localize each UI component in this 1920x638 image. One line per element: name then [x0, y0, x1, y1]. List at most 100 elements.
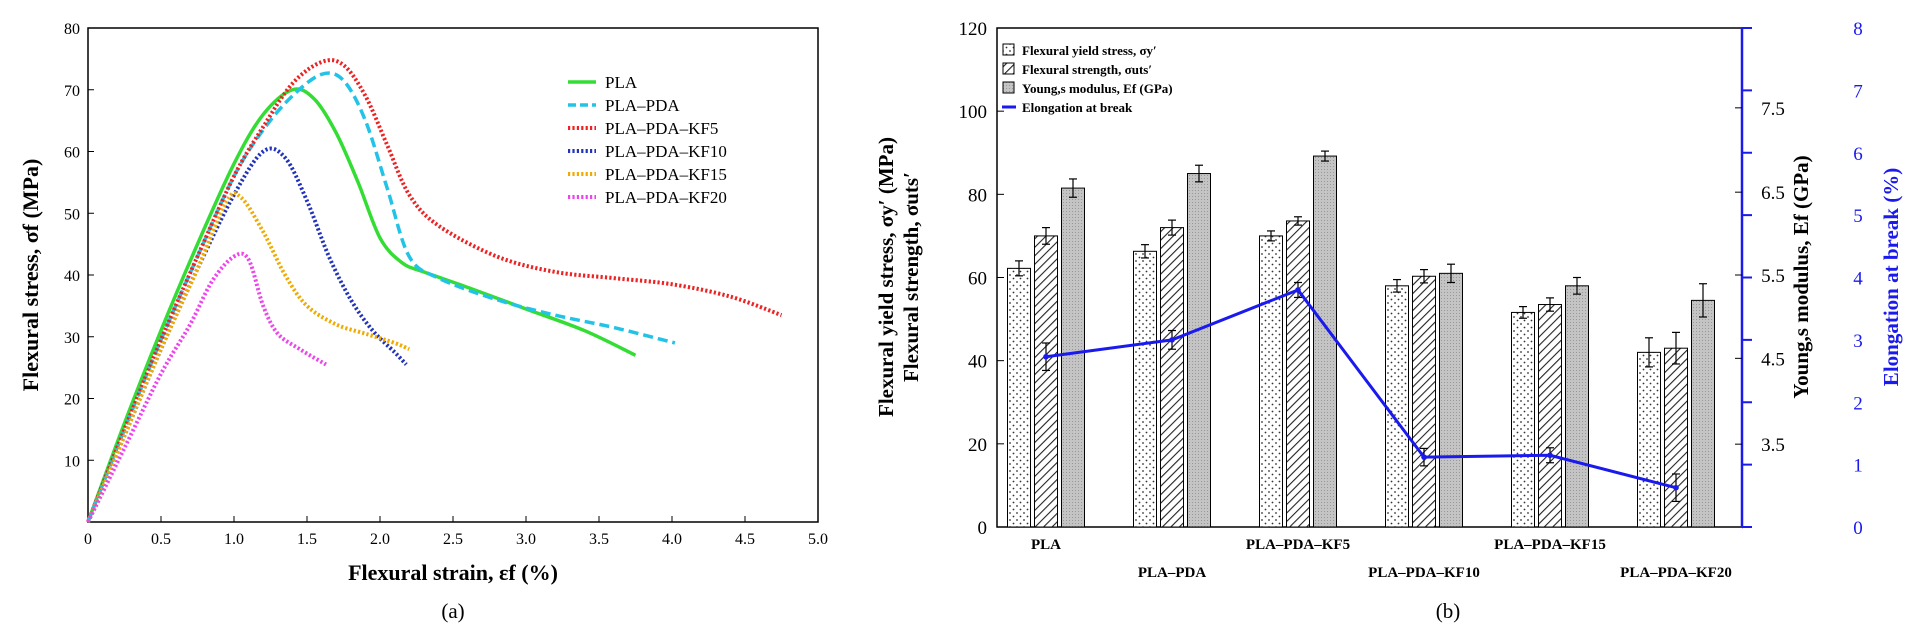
b-elongation-polyline: [1045, 288, 1677, 490]
b-right1-tick-label: 4.5: [1761, 349, 1785, 370]
b-bar-s2-c3: [1439, 272, 1463, 528]
a-series-lines: [86, 58, 783, 523]
b-bar-s2-c4: [1565, 285, 1589, 528]
a-x-axis-label: Flexural strain, εf (%): [348, 560, 558, 585]
a-x-tick-label: 1.0: [224, 531, 244, 548]
b-left-tick-label: 0: [978, 518, 988, 539]
b-bar-s2-c0: [1061, 187, 1085, 528]
a-legend: PLA PLA–PDA PLA–PDA–KF5 PLA–PDA–KF10 PLA–PDA…: [568, 73, 727, 207]
a-series-line-2: [86, 58, 783, 523]
a-y-tick-label: 70: [64, 83, 80, 100]
b-bar-s0-c3: [1385, 285, 1409, 528]
b-legend-swatch-1: [1002, 62, 1015, 75]
b-category-label-1: PLA–PDA: [1138, 565, 1206, 581]
b-right2-tick-label: 1: [1853, 456, 1863, 477]
b-legend-label-2: Young,s modulus, Ef (GPa): [1022, 81, 1173, 96]
a-legend-label-5: PLA–PDA–KF20: [605, 188, 727, 207]
b-elongation-point: [1169, 337, 1175, 343]
b-bar-s2-c5: [1691, 299, 1715, 528]
b-left-tick-label: 20: [968, 435, 987, 456]
b-panel-label: (b): [1436, 599, 1461, 623]
a-legend-label-3: PLA–PDA–KF10: [605, 142, 727, 161]
a-y-axis-label: Flexural stress, σf (MPa): [18, 159, 43, 392]
b-bar-s0-c2: [1259, 235, 1283, 528]
b-right1-tick-label: 7.5: [1761, 99, 1785, 120]
a-legend-label-2: PLA–PDA–KF5: [605, 119, 718, 138]
a-x-tick-label: 0: [84, 531, 92, 548]
a-x-tick-label: 4.5: [735, 531, 755, 548]
a-x-tick-label: 4.0: [662, 531, 682, 548]
plot-a-frame: [87, 27, 819, 523]
b-elongation-point: [1421, 454, 1427, 460]
b-bar-s1-c1: [1160, 227, 1184, 528]
b-right1-tick-label: 5.5: [1761, 266, 1785, 287]
b-category-label-0: PLA: [1031, 537, 1061, 553]
a-y-tick-label: 20: [64, 392, 80, 409]
b-right2-tick-label: 0: [1853, 518, 1863, 539]
b-left-tick-label: 80: [968, 185, 987, 206]
b-left-y-label-1: Flexural yield stress, σy′ (MPa): [874, 137, 898, 417]
b-bar-s2-c2: [1313, 155, 1337, 528]
b-legend-label-1: Flexural strength, σuts′: [1022, 62, 1152, 77]
a-series-line-4: [86, 191, 411, 523]
b-left-tick-label: 40: [968, 352, 987, 373]
a-y-tick-label: 50: [64, 206, 80, 223]
b-bar-s0-c5: [1637, 351, 1661, 528]
a-x-ticks: 0 0.5 1.0 1.5 2.0 2.5 3.0 3.5 4.0 4.5 5.0: [84, 516, 828, 548]
b-right2-tick-label: 2: [1853, 393, 1863, 414]
a-legend-label-1: PLA–PDA: [605, 96, 680, 115]
b-left-y-ticks: 0 20 40 60 80 100 120: [959, 19, 1004, 539]
b-elongation-line: [1042, 281, 1680, 503]
a-x-tick-label: 3.0: [516, 531, 536, 548]
b-bar-s0-c1: [1133, 250, 1157, 528]
b-right2-tick-label: 7: [1853, 81, 1863, 102]
b-left-y-label-2: Flexural strength, σuts′: [899, 172, 923, 382]
b-bar-s0-c0: [1007, 267, 1031, 528]
panel-b: 0 20 40 60 80 100 120 3.5 4.5 5.5 6.5 7.5 0 1 2 3 4 5 6 7…: [874, 19, 1903, 623]
a-y-tick-label: 80: [64, 21, 80, 38]
b-right1-tick-label: 3.5: [1761, 435, 1785, 456]
b-left-tick-label: 100: [959, 102, 988, 123]
b-legend-label-0: Flexural yield stress, σy′: [1022, 43, 1157, 58]
b-bar-s1-c4: [1538, 304, 1562, 528]
panel-a: 0 0.5 1.0 1.5 2.0 2.5 3.0 3.5 4.0 4.5 5.0 10 20 30 40…: [18, 21, 828, 623]
b-category-label-2: PLA–PDA–KF5: [1246, 537, 1350, 553]
a-panel-label: (a): [441, 599, 464, 623]
b-elongation-point: [1547, 452, 1553, 459]
b-legend-swatch-2: [1002, 81, 1015, 94]
b-bar-s1-c0: [1034, 235, 1058, 528]
b-legend-label-3: Elongation at break: [1022, 100, 1133, 115]
b-right1-y-ticks: 3.5 4.5 5.5 6.5 7.5: [1735, 99, 1785, 456]
b-bar-s1-c2: [1286, 220, 1310, 528]
a-series-line-0: [86, 87, 637, 523]
b-right2-tick-label: 4: [1853, 269, 1863, 290]
b-elongation-point: [1295, 287, 1301, 293]
a-y-ticks: 10 20 30 40 50 60 70 80: [64, 21, 94, 470]
a-y-tick-label: 30: [64, 330, 80, 347]
b-category-label-3: PLA–PDA–KF10: [1368, 565, 1480, 581]
b-right2-tick-label: 8: [1853, 19, 1863, 40]
a-legend-label-0: PLA: [605, 73, 638, 92]
a-y-tick-label: 40: [64, 268, 80, 285]
b-right1-y-label: Young,s modulus, Ef (GPa): [1789, 155, 1813, 398]
b-right1-tick-label: 6.5: [1761, 183, 1785, 204]
a-legend-label-4: PLA–PDA–KF15: [605, 165, 727, 184]
a-y-tick-label: 60: [64, 145, 80, 162]
b-elongation-point: [1043, 353, 1049, 360]
a-y-tick-label: 10: [64, 453, 80, 470]
b-bars: [1007, 150, 1715, 528]
b-elongation-point: [1673, 484, 1679, 491]
b-left-tick-label: 60: [968, 269, 987, 290]
a-x-tick-label: 2.5: [443, 531, 463, 548]
b-right2-tick-label: 5: [1853, 206, 1863, 227]
a-x-tick-label: 2.0: [370, 531, 390, 548]
a-series-line-5: [86, 251, 327, 523]
b-category-labels: PLA PLA–PDA PLA–PDA–KF5 PLA–PDA–KF10 PLA–PDA…: [1031, 537, 1732, 581]
b-right2-y-label: Elongation at break (%): [1879, 168, 1903, 386]
a-series-line-1: [86, 71, 676, 523]
a-x-tick-label: 0.5: [151, 531, 171, 548]
b-bar-s0-c4: [1511, 311, 1535, 528]
b-bar-s2-c1: [1187, 173, 1211, 528]
b-bar-s1-c3: [1412, 275, 1436, 528]
